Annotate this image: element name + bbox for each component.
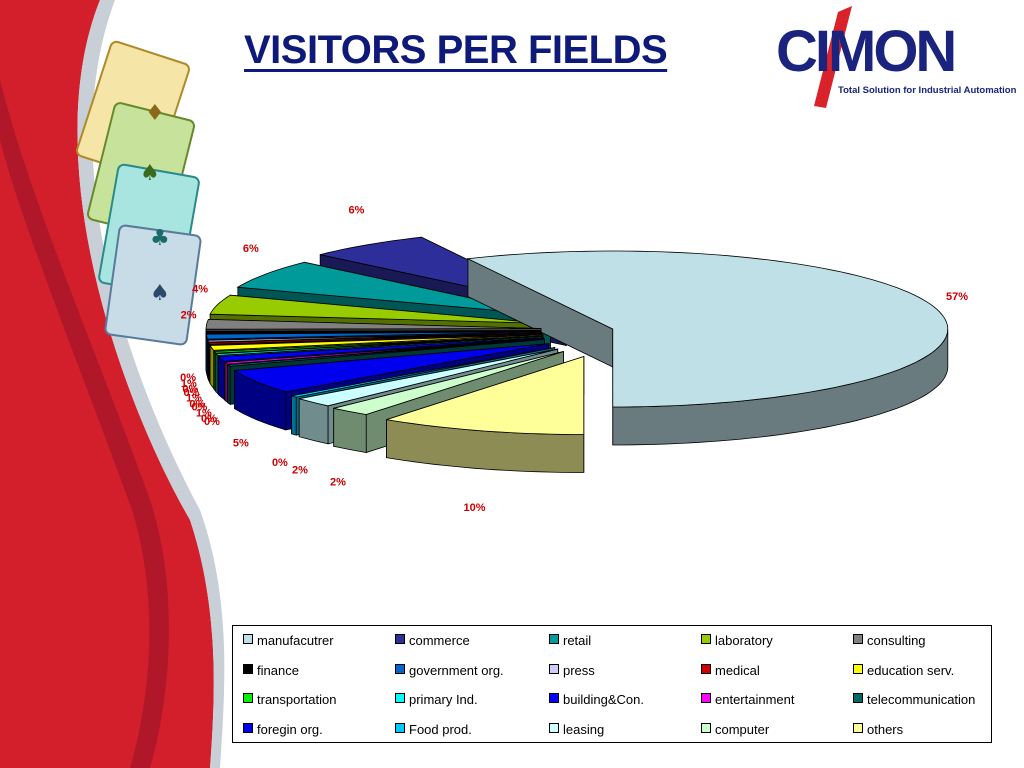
legend-item: others: [853, 722, 903, 737]
legend-item: primary Ind.: [395, 692, 478, 707]
legend-swatch: [549, 634, 559, 644]
legend-swatch: [395, 634, 405, 644]
legend-swatch: [243, 663, 253, 674]
pie-slice-0: [466, 250, 949, 446]
legend-swatch: [549, 693, 559, 703]
legend-label: consulting: [867, 633, 926, 648]
data-label: 2%: [292, 465, 308, 477]
legend-swatch: [701, 663, 711, 674]
legend-item: computer: [701, 722, 769, 737]
legend-label: manufacutrer: [257, 633, 334, 648]
data-label: 6%: [349, 204, 365, 216]
svg-text:♦: ♦: [145, 101, 165, 126]
legend-swatch: [853, 634, 863, 644]
legend-swatch: [701, 722, 711, 733]
legend-swatch: [853, 722, 863, 733]
data-label: 57%: [946, 291, 968, 303]
legend-label: government org.: [409, 662, 504, 678]
data-label: 6%: [243, 243, 259, 255]
chart-legend: manufacutrer commerce retail laboratory cons…: [232, 625, 992, 743]
data-label: 4%: [192, 283, 208, 295]
legend-swatch: [549, 663, 559, 674]
pie-slice-19: [386, 355, 585, 473]
data-label: 0%: [182, 384, 198, 396]
legend-item: entertainment: [701, 692, 795, 707]
data-label: 1%: [181, 378, 197, 390]
legend-swatch: [853, 663, 863, 674]
legend-swatch: [395, 693, 405, 703]
legend-item: Food prod.: [395, 722, 472, 737]
legend-item: laboratory: [701, 633, 773, 648]
legend-swatch: [701, 693, 711, 703]
data-label: 1%: [186, 393, 202, 405]
pie-chart: 57%6%6%4%2%0%1%0%0%1%0%0%1%0%0%5%0%2%2%1…: [180, 204, 968, 514]
svg-text:♠: ♠: [150, 281, 170, 306]
data-label: 0%: [201, 413, 217, 425]
legend-item: leasing: [549, 722, 604, 737]
legend-swatch: [549, 722, 559, 733]
svg-text:♠: ♠: [140, 161, 160, 186]
data-label: 10%: [463, 502, 485, 514]
logo-subtitle: Total Solution for Industrial Automation: [838, 85, 1017, 96]
legend-label: retail: [563, 633, 592, 648]
legend-label: computer: [715, 721, 770, 737]
legend-item: finance: [243, 663, 299, 678]
legend-label: telecommunication: [867, 692, 976, 707]
svg-text:♣: ♣: [150, 226, 170, 251]
legend-swatch: [395, 722, 405, 733]
data-label: 0%: [180, 372, 196, 384]
legend-label: transportation: [257, 692, 337, 707]
legend-item: education serv.: [853, 663, 954, 678]
data-label: 0%: [191, 402, 207, 414]
legend-label: others: [867, 721, 904, 737]
legend-label: medical: [715, 662, 760, 678]
legend-swatch: [395, 663, 405, 674]
legend-item: medical: [701, 663, 760, 678]
legend-item: foregin org.: [243, 722, 323, 737]
legend-label: education serv.: [867, 662, 955, 678]
slide-title: VISITORS PER FIELDS: [244, 28, 668, 72]
logo-wordmark: CIMON: [776, 19, 957, 84]
legend-item: retail: [549, 633, 591, 648]
legend-label: leasing: [563, 721, 605, 737]
data-label: 1%: [196, 407, 212, 419]
legend-label: foregin org.: [257, 721, 323, 737]
legend-label: laboratory: [715, 633, 773, 648]
data-label: 0%: [272, 457, 288, 469]
legend-item: transportation: [243, 692, 337, 707]
legend-swatch: [243, 693, 253, 703]
legend-label: entertainment: [715, 692, 795, 707]
legend-label: primary Ind.: [409, 692, 478, 707]
legend-item: telecommunication: [853, 692, 975, 707]
data-label: 0%: [189, 399, 205, 411]
legend-item: government org.: [395, 663, 504, 678]
legend-label: Food prod.: [409, 721, 472, 737]
data-label: 5%: [233, 437, 249, 449]
legend-item: commerce: [395, 633, 470, 648]
legend-item: press: [549, 663, 595, 678]
legend-item: building&Con.: [549, 692, 644, 707]
legend-label: building&Con.: [563, 692, 644, 707]
legend-item: manufacutrer: [243, 633, 334, 648]
legend-swatch: [243, 634, 253, 644]
legend-swatch: [853, 693, 863, 703]
data-label: 0%: [204, 416, 220, 428]
data-label: 0%: [183, 387, 199, 399]
data-label: 2%: [330, 477, 346, 489]
legend-swatch: [701, 634, 711, 644]
legend-item: consulting: [853, 633, 926, 648]
company-logo: [814, 6, 852, 108]
legend-label: commerce: [409, 633, 470, 648]
data-label: 2%: [181, 310, 197, 322]
legend-swatch: [243, 722, 253, 733]
legend-label: press: [563, 662, 595, 678]
legend-label: finance: [257, 662, 299, 678]
